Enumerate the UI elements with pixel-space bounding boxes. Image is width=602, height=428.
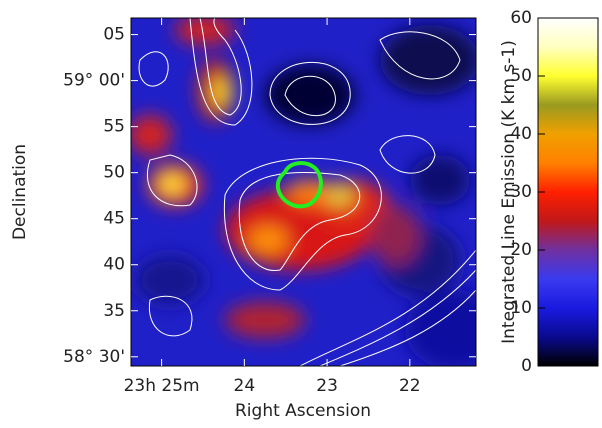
y-tick-label: 45 [103,209,125,229]
x-tick-label: 24 [234,376,256,396]
x-axis-label: Right Ascension [235,401,371,421]
colorbar-tick-label: 40 [510,124,532,144]
plot-frame [130,17,477,367]
x-tick-label: 23h 25m [124,376,200,396]
y-tick-label: 35 [103,301,125,321]
y-tick-label: 58° 30' [63,347,125,367]
colorbar-tick-label: 20 [510,240,532,260]
y-tick-label: 55 [103,117,125,137]
colorbar-tick-label: 10 [510,298,532,318]
colorbar-tick-label: 60 [510,8,532,28]
y-tick-label: 50 [103,163,125,183]
y-tick-label: 05 [103,25,125,45]
colorbar-tick-label: 30 [510,182,532,202]
y-tick-label: 59° 00' [63,71,125,91]
x-tick-label: 23 [316,376,338,396]
colorbar-tick-label: 50 [510,66,532,86]
contours [138,18,476,366]
y-axis-label: Declination [10,144,30,240]
green-contour [275,161,323,209]
y-tick-label: 40 [103,255,125,275]
x-tick-label: 22 [399,376,421,396]
colorbar-label: Integrated Line Emission (K km s-1) [499,40,519,344]
emission-map [131,18,476,366]
colorbar-tick-label: 0 [521,356,532,376]
colorbar [537,17,599,367]
